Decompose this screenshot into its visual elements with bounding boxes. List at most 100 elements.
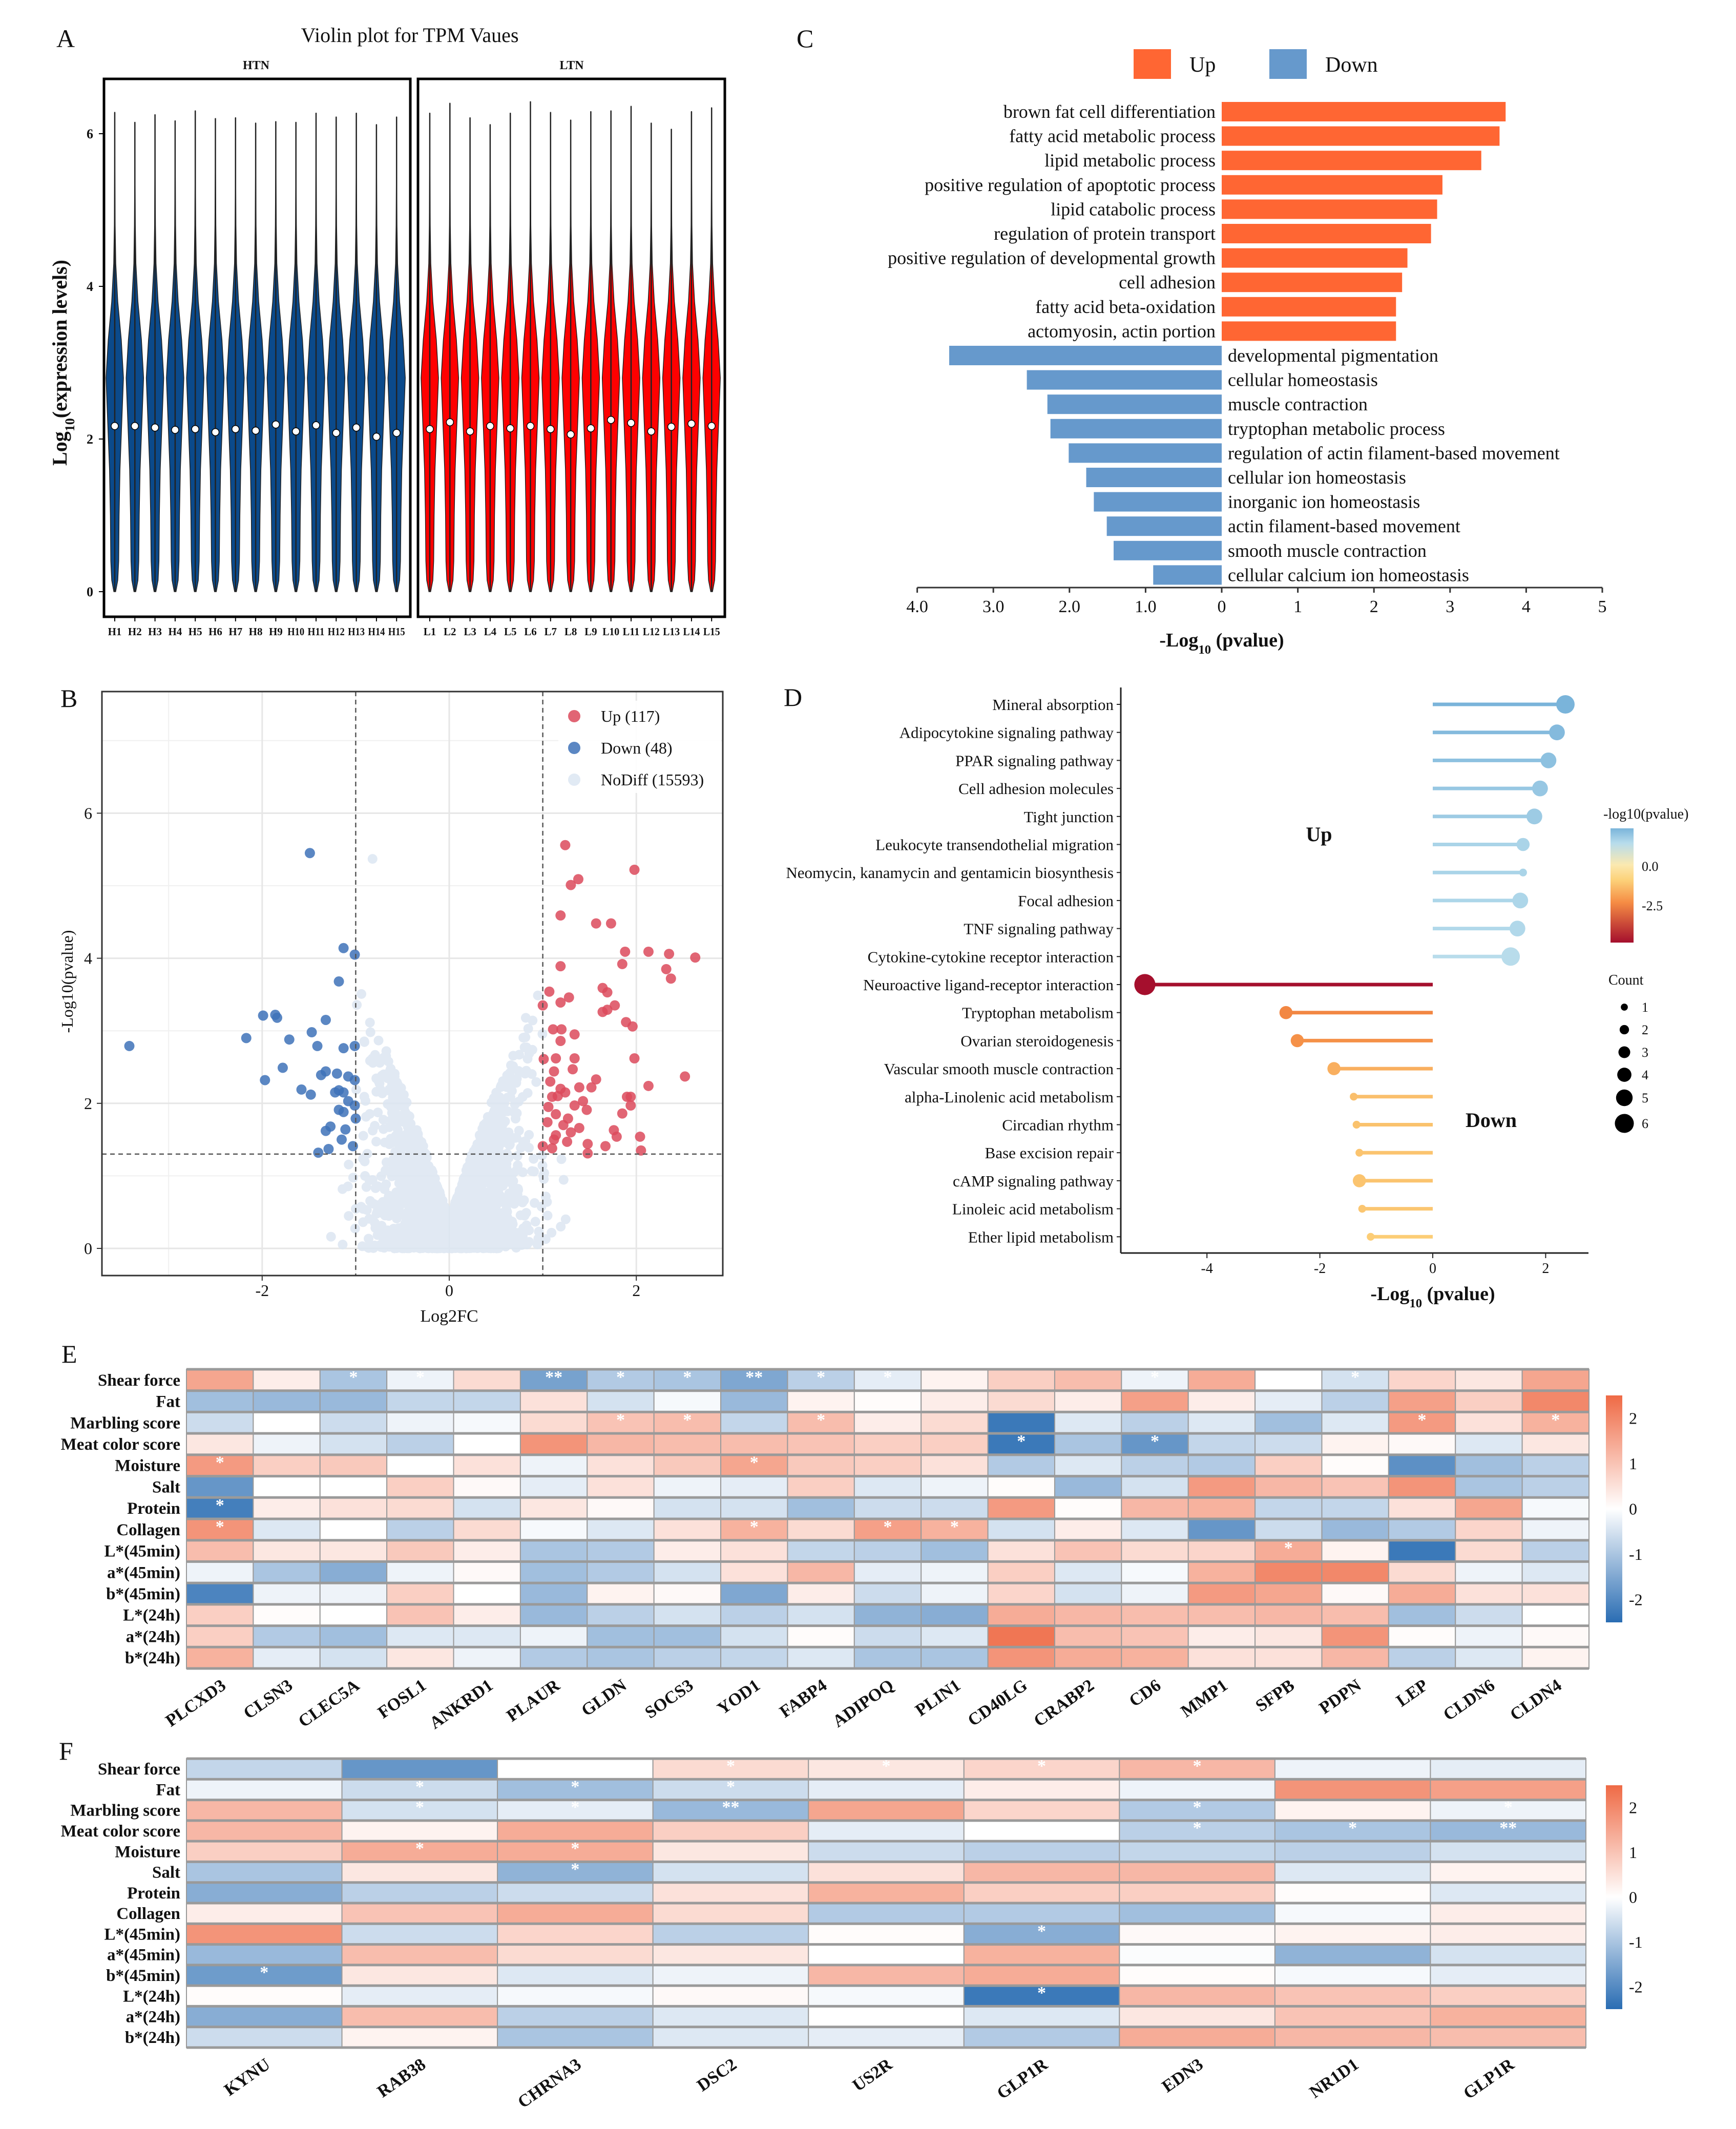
heatmap-cell (1274, 1985, 1431, 2007)
heatmap-cell (1388, 1603, 1456, 1626)
median-point (232, 425, 240, 433)
nodiff-point (514, 1125, 524, 1136)
violin-y-label-sub: 10 (62, 418, 77, 431)
nodiff-point (344, 1211, 354, 1221)
heatmap-cell (787, 1646, 855, 1669)
up-point (555, 1036, 566, 1047)
heatmap-cell (652, 2006, 809, 2028)
heatmap-cell (519, 1561, 588, 1584)
nodiff-point (365, 1017, 375, 1028)
down-point (320, 1066, 331, 1077)
heatmap-cell (1187, 1539, 1256, 1562)
up-term-label: regulation of protein transport (994, 223, 1216, 244)
up-point (574, 1122, 584, 1133)
nodiff-point (338, 1184, 348, 1194)
lollipop-dot (1540, 753, 1557, 768)
heatmap-cell (1119, 1861, 1275, 1883)
down-bar (1027, 370, 1222, 390)
nodiff-point (358, 1217, 368, 1227)
x-tick-label: L7 (545, 625, 557, 638)
facet-label: HTN (243, 59, 270, 72)
up-point (555, 961, 566, 972)
heatmap-cell (386, 1518, 454, 1541)
median-point (547, 425, 555, 433)
heatmap-cell (453, 1454, 521, 1477)
nodiff-point (512, 1151, 522, 1161)
bar-x-label-prefix: -Log (1159, 630, 1198, 651)
heatmap-cell (808, 1841, 965, 1863)
heatmap-cell (1119, 2026, 1275, 2049)
nodiff-point (390, 1121, 401, 1132)
significance-mark: * (1037, 1984, 1046, 2002)
column-label: YOD1 (714, 1676, 764, 1718)
nodiff-point (352, 1000, 362, 1010)
lollipop-dot (1516, 838, 1530, 851)
nodiff-point (473, 1192, 483, 1202)
heatmap-cell (186, 1882, 343, 1904)
up-bar (1222, 199, 1437, 219)
up-point (581, 1104, 592, 1115)
colorbar-tick-label: 2 (1629, 1409, 1637, 1427)
heatmap-cell (453, 1433, 521, 1455)
lollipop-dot (1358, 1205, 1366, 1213)
significance-mark: * (415, 1798, 424, 1817)
heatmap-cell (1187, 1411, 1256, 1434)
nodiff-point (509, 1182, 518, 1192)
heatmap-cell (853, 1582, 922, 1605)
heatmap-cell (319, 1518, 388, 1541)
down-bar (1050, 419, 1222, 439)
heatmap-cell (186, 1861, 343, 1883)
heatmap-cell (453, 1475, 521, 1498)
nodiff-point (522, 1239, 532, 1249)
up-point (547, 1143, 557, 1154)
heatmap-cell (853, 1561, 922, 1584)
nodiff-point (482, 1142, 492, 1152)
median-point (291, 427, 300, 435)
down-point (349, 1100, 360, 1111)
up-point (569, 1100, 580, 1111)
row-label: Moisture (115, 1457, 180, 1475)
heatmap-cell (653, 1390, 722, 1413)
nodiff-point (558, 1175, 569, 1185)
nodiff-point (351, 1084, 361, 1095)
nodiff-point (362, 1205, 372, 1215)
legend-swatch (568, 710, 580, 722)
significance-mark: * (950, 1517, 959, 1536)
heatmap-cell (587, 1475, 655, 1498)
significance-mark: * (683, 1368, 692, 1387)
heatmap-cell (653, 1475, 722, 1498)
heatmap-cell (1054, 1646, 1122, 1669)
nodiff-point (361, 1182, 371, 1192)
x-tick-label: L12 (643, 625, 660, 638)
heatmap-cell (186, 2026, 343, 2049)
panel-letter-d: D (784, 683, 802, 712)
lollipop-dot (1352, 1120, 1361, 1129)
nodiff-point (393, 1209, 403, 1219)
x-tick-label: L14 (683, 625, 700, 638)
down-point (349, 1075, 360, 1086)
heatmap-cell (386, 1369, 454, 1391)
heatmap-cell (1388, 1539, 1456, 1562)
colorbar-tick-label: -2 (1629, 1977, 1643, 1996)
down-term-label: cellular ion homeostasis (1228, 467, 1406, 488)
heatmap-cell (386, 1646, 454, 1669)
heatmap-cell (497, 1841, 654, 1863)
column-label: CRABP2 (1031, 1676, 1098, 1730)
heatmap-cell (319, 1603, 388, 1626)
significance-mark: * (571, 1860, 579, 1878)
down-bar (1094, 492, 1222, 512)
heatmap-cell (341, 1923, 498, 1945)
volcano-plot: Up (117) Down (48) NoDiff (15593) -2 0 2 0 2 4 6 L… (58, 691, 724, 1326)
down-term-label: developmental pigmentation (1228, 345, 1438, 366)
heatmap-cell (652, 1923, 809, 1945)
up-point (566, 880, 576, 890)
significance-mark: * (884, 1368, 892, 1387)
heatmap-cell (963, 1779, 1120, 1801)
up-point (569, 1053, 580, 1064)
heatmap-cell (963, 1799, 1120, 1821)
lollipop-dot (1532, 780, 1548, 797)
row-label: a*(45min) (107, 1946, 180, 1965)
x-tick-label: 0 (1218, 597, 1226, 616)
violin-y-label: Log10(expression levels) (48, 260, 77, 466)
volcano-legend-bg (558, 701, 721, 793)
